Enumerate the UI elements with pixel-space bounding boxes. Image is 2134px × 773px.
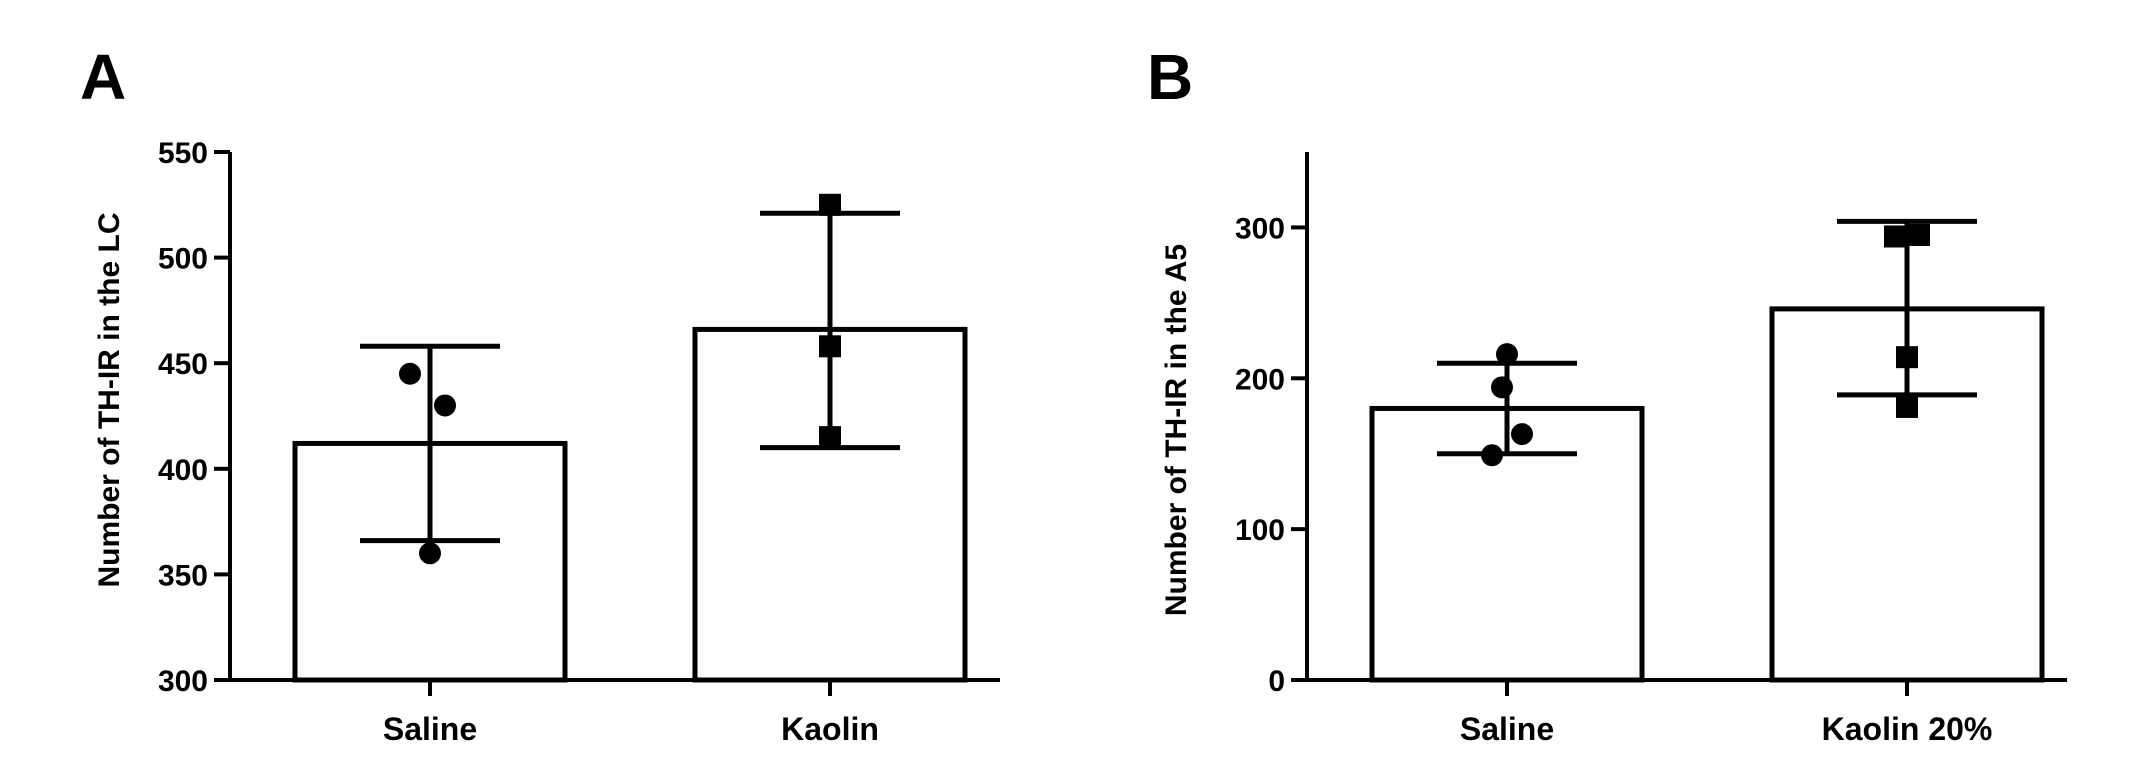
chart-svg: 0 100 200 300 Saline Kaolin 20%: [1235, 152, 2067, 747]
data-point: [819, 426, 841, 449]
y-tick-label: 500: [158, 243, 208, 276]
x-tick-label: Kaolin: [781, 711, 879, 747]
y-tick-label: 550: [158, 137, 208, 170]
x-tick-label: Saline: [1460, 711, 1554, 747]
y-tick-label: 300: [1235, 212, 1285, 245]
panel-label: A: [80, 41, 127, 113]
data-point: [419, 542, 441, 565]
data-point: [1884, 225, 1906, 248]
y-tick-label: 200: [1235, 363, 1285, 396]
data-point: [1896, 346, 1918, 369]
y-tick-label: 0: [1268, 665, 1285, 698]
chart-panel-b: B Number of TH-IR in the A5 0 100 200 300 Sa…: [1067, 0, 2134, 773]
chart-svg: 300 350 400 450 500 550 Saline Kaolin: [158, 137, 1000, 747]
data-point: [1908, 223, 1930, 246]
data-point: [1896, 395, 1918, 418]
y-tick-label: 450: [158, 348, 208, 381]
data-point: [819, 335, 841, 358]
data-point: [434, 394, 456, 417]
data-point: [1511, 423, 1533, 446]
x-tick-label: Kaolin 20%: [1822, 711, 1993, 747]
chart-panel-a: A Number of TH-IR in the LC 300 350 400 450…: [80, 41, 1000, 747]
panel-label: B: [1147, 41, 1194, 113]
data-point: [1481, 444, 1503, 467]
data-point: [399, 362, 421, 385]
y-tick-label: 350: [158, 559, 208, 592]
data-point: [819, 193, 841, 216]
y-tick-label: 300: [158, 665, 208, 698]
y-tick-label: 100: [1235, 514, 1285, 547]
y-tick-label: 400: [158, 454, 208, 487]
x-tick-label: Saline: [383, 711, 477, 747]
data-point: [1491, 376, 1513, 399]
data-point: [1496, 343, 1518, 366]
